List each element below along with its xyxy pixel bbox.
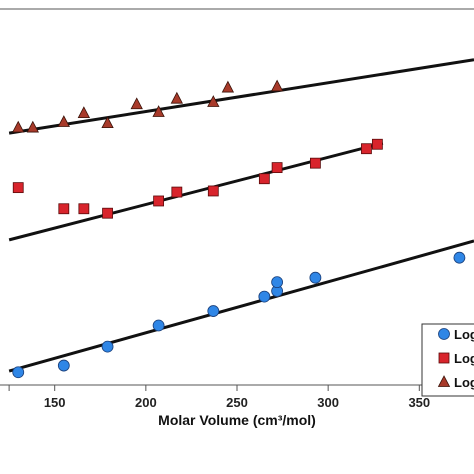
triangle-point-4 bbox=[101, 116, 114, 129]
legend-marker-square bbox=[438, 352, 450, 364]
circle-point-3 bbox=[152, 319, 165, 332]
triangle-point-8 bbox=[207, 95, 220, 107]
circle-point-7 bbox=[271, 276, 284, 289]
circle-point-2 bbox=[101, 340, 114, 353]
fit-line-triangle bbox=[8, 58, 474, 135]
x-axis-ticks: 150 200 250 300 350 bbox=[8, 385, 430, 410]
circle-point-0 bbox=[12, 366, 25, 379]
legend: Log Log Log bbox=[421, 323, 474, 397]
square-point-9 bbox=[309, 157, 321, 169]
data-points bbox=[12, 79, 466, 379]
triangle-point-0 bbox=[12, 120, 25, 133]
triangle-point-1 bbox=[26, 120, 39, 133]
legend-marker-circle bbox=[438, 328, 450, 340]
x-tick-label-300: 300 bbox=[317, 395, 339, 410]
square-point-8 bbox=[271, 162, 283, 174]
triangle-point-7 bbox=[170, 91, 183, 104]
fit-lines bbox=[8, 58, 474, 373]
square-point-4 bbox=[153, 195, 165, 207]
square-point-1 bbox=[58, 203, 70, 215]
triangle-point-9 bbox=[221, 80, 235, 93]
square-point-3 bbox=[102, 207, 113, 219]
circle-point-5 bbox=[258, 290, 271, 303]
legend-label-triangle: Log bbox=[454, 375, 474, 390]
triangle-point-5 bbox=[130, 97, 143, 110]
triangle-point-6 bbox=[152, 105, 165, 117]
x-tick-label-200: 200 bbox=[135, 395, 157, 410]
fit-line-square bbox=[8, 141, 384, 242]
triangle-point-3 bbox=[77, 106, 91, 119]
square-point-2 bbox=[78, 203, 90, 215]
x-tick-label-350: 350 bbox=[408, 395, 430, 410]
circle-point-8 bbox=[309, 271, 322, 284]
legend-marker-triangle bbox=[437, 375, 451, 387]
square-point-6 bbox=[207, 185, 219, 197]
legend-label-square: Log bbox=[454, 351, 474, 366]
x-axis-title: Molar Volume (cm³/mol) bbox=[158, 412, 316, 428]
circle-point-1 bbox=[57, 359, 70, 372]
x-tick-label-250: 250 bbox=[226, 395, 248, 410]
square-point-0 bbox=[12, 182, 24, 194]
triangle-point-10 bbox=[270, 79, 284, 92]
square-point-5 bbox=[171, 186, 183, 198]
square-point-10 bbox=[361, 143, 372, 155]
legend-label-circle: Log bbox=[454, 327, 474, 342]
circle-point-4 bbox=[207, 305, 220, 317]
square-point-7 bbox=[258, 173, 270, 185]
circle-point-9 bbox=[453, 251, 466, 264]
square-point-11 bbox=[371, 138, 383, 150]
x-tick-label-150: 150 bbox=[44, 395, 66, 410]
fit-line-circle bbox=[8, 239, 474, 373]
triangle-point-2 bbox=[57, 115, 70, 127]
